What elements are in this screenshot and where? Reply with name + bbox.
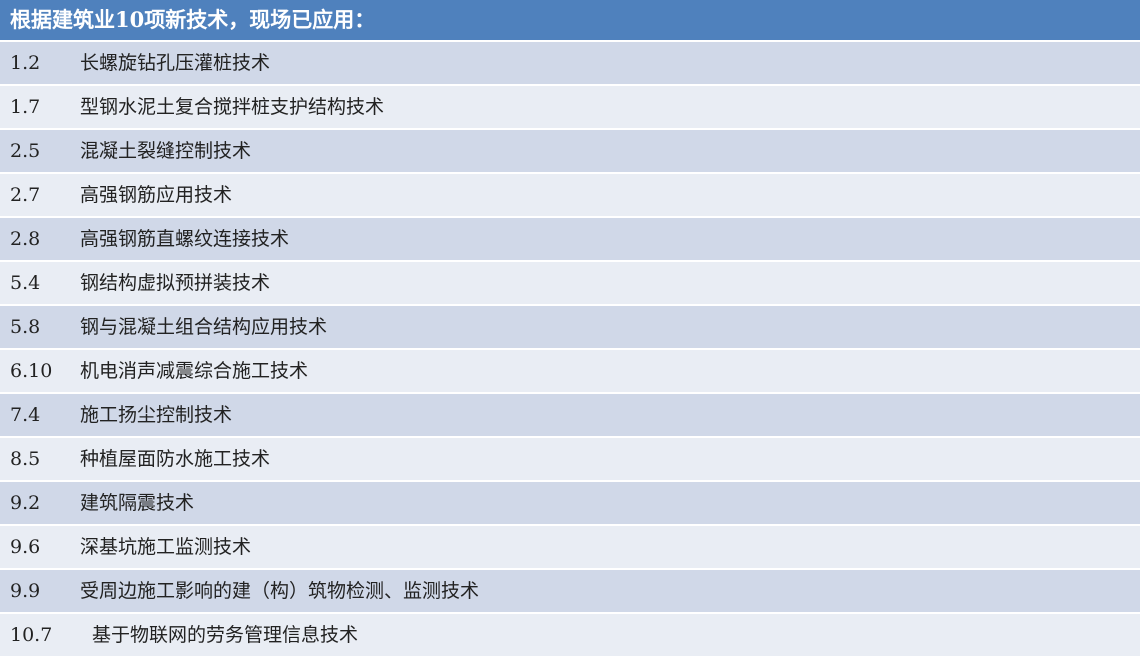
table-row: 9.9 受周边施工影响的建（构）筑物检测、监测技术: [0, 570, 1140, 612]
header-title: 根据建筑业10项新技术，现场已应用：: [10, 7, 376, 32]
tech-code: 9.6: [10, 536, 41, 558]
tech-name: 钢与混凝土组合结构应用技术: [80, 316, 328, 338]
tech-name: 机电消声减震综合施工技术: [80, 360, 309, 382]
tech-code: 2.8: [10, 228, 41, 250]
tech-code: 2.7: [10, 184, 41, 206]
table-row: 5.8 钢与混凝土组合结构应用技术: [0, 306, 1140, 348]
tech-name: 施工扬尘控制技术: [80, 404, 233, 426]
tech-name: 受周边施工影响的建（构）筑物检测、监测技术: [80, 580, 480, 602]
table-row: 10.7 基于物联网的劳务管理信息技术: [0, 614, 1140, 656]
tech-code: 1.2: [10, 52, 41, 74]
tech-code: 1.7: [10, 96, 41, 118]
tech-code: 5.4: [10, 272, 41, 294]
table-row: 2.7 高强钢筋应用技术: [0, 174, 1140, 216]
tech-code: 9.9: [10, 580, 41, 602]
tech-code: 6.10: [10, 360, 53, 382]
tech-name: 钢结构虚拟预拼装技术: [80, 272, 271, 294]
tech-name: 深基坑施工监测技术: [80, 536, 252, 558]
tech-name: 高强钢筋直螺纹连接技术: [80, 228, 290, 250]
table-row: 1.2 长螺旋钻孔压灌桩技术: [0, 42, 1140, 84]
tech-name: 混凝土裂缝控制技术: [80, 140, 252, 162]
tech-name: 高强钢筋应用技术: [80, 184, 233, 206]
tech-code: 10.7: [10, 624, 53, 646]
tech-name: 建筑隔震技术: [80, 492, 195, 514]
table-row: 6.10 机电消声减震综合施工技术: [0, 350, 1140, 392]
tech-code: 2.5: [10, 140, 41, 162]
tech-code: 7.4: [10, 404, 41, 426]
tech-name: 型钢水泥土复合搅拌桩支护结构技术: [80, 96, 385, 118]
table-row: 2.8 高强钢筋直螺纹连接技术: [0, 218, 1140, 260]
table-row: 8.5 种植屋面防水施工技术: [0, 438, 1140, 480]
table-row: 2.5 混凝土裂缝控制技术: [0, 130, 1140, 172]
tech-name: 基于物联网的劳务管理信息技术: [92, 624, 359, 646]
table-row: 7.4 施工扬尘控制技术: [0, 394, 1140, 436]
table-row: 5.4 钢结构虚拟预拼装技术: [0, 262, 1140, 304]
tech-code: 9.2: [10, 492, 41, 514]
tech-code: 5.8: [10, 316, 41, 338]
table-row: 1.7 型钢水泥土复合搅拌桩支护结构技术: [0, 86, 1140, 128]
tech-name: 种植屋面防水施工技术: [80, 448, 271, 470]
table-header: 根据建筑业10项新技术，现场已应用：: [0, 0, 1140, 40]
tech-code: 8.5: [10, 448, 41, 470]
table-row: 9.2 建筑隔震技术: [0, 482, 1140, 524]
table-row: 9.6 深基坑施工监测技术: [0, 526, 1140, 568]
technology-list: 1.2 长螺旋钻孔压灌桩技术 1.7 型钢水泥土复合搅拌桩支护结构技术 2.5 混凝土裂缝…: [0, 42, 1140, 656]
tech-name: 长螺旋钻孔压灌桩技术: [80, 52, 271, 74]
